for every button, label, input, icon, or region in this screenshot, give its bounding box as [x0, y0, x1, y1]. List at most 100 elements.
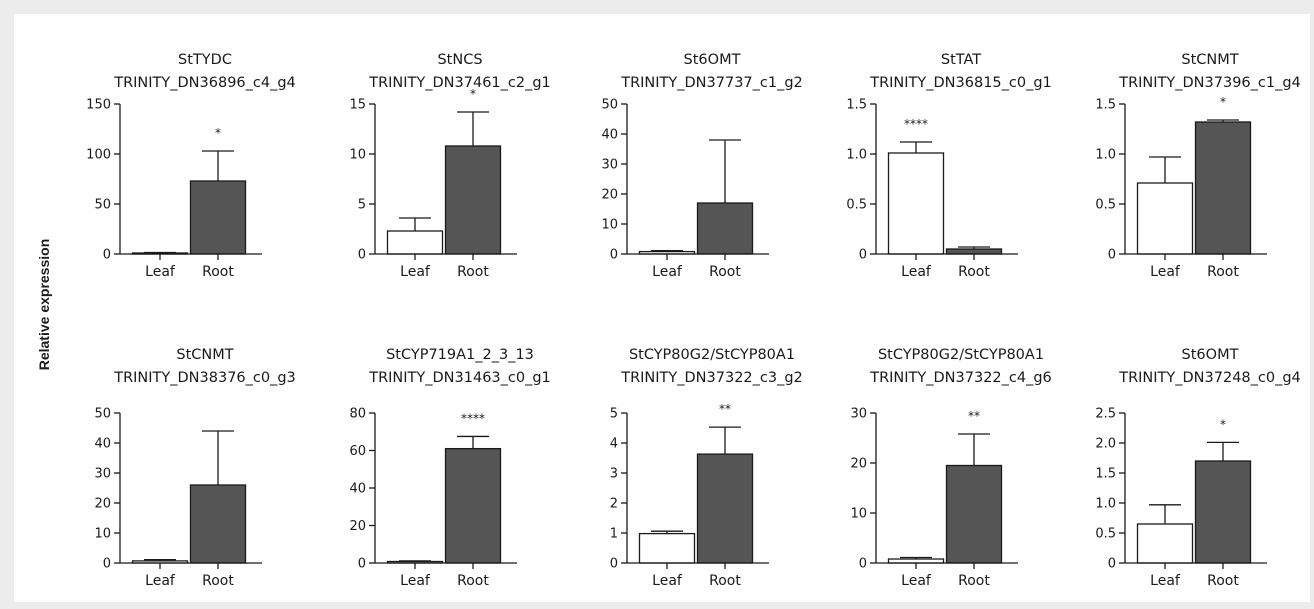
x-tick-label: Leaf [652, 573, 683, 589]
y-tick-label: 2.5 [1095, 407, 1116, 422]
y-tick-label: 20 [349, 519, 366, 534]
y-tick-label: 0.5 [846, 198, 867, 213]
x-tick-label: Root [1207, 264, 1239, 280]
chart-title: St6OMT [684, 52, 741, 68]
significance-label: **** [461, 411, 485, 425]
chart-subtitle: TRINITY_DN37322_c3_g2 [620, 370, 803, 386]
chart-subtitle: TRINITY_DN37461_c2_g1 [368, 75, 551, 91]
y-tick-label: 2.0 [1095, 437, 1116, 452]
y-tick-label: 50 [94, 198, 111, 213]
x-tick-label: Leaf [145, 264, 176, 280]
y-tick-label: 0 [859, 557, 867, 572]
y-tick-label: 20 [850, 457, 867, 472]
bar-root [696, 453, 754, 564]
chart-6: StCNMT TRINITY_DN38376_c0_g3 0 10 20 30 40 50 Le… [94, 347, 295, 589]
y-tick-label: 0 [610, 248, 618, 263]
y-tick-label: 0 [358, 557, 366, 572]
y-tick-label: 20 [601, 188, 618, 203]
bar-root [945, 464, 1003, 564]
significance-label: * [1220, 417, 1226, 431]
y-tick-label: 0 [1108, 248, 1116, 263]
bar-leaf [638, 532, 696, 564]
x-tick-label: Leaf [400, 264, 431, 280]
bar-root [945, 248, 1003, 255]
y-tick-label: 2 [610, 497, 618, 512]
y-tick-label: 15 [349, 98, 366, 113]
y-tick-label: 10 [850, 507, 867, 522]
y-tick-label: 1.0 [1095, 497, 1116, 512]
y-tick-label: 30 [601, 158, 618, 173]
y-tick-label: 1.5 [1095, 98, 1116, 113]
y-tick-label: 0 [1108, 557, 1116, 572]
y-tick-label: 50 [601, 98, 618, 113]
x-tick-label: Leaf [400, 573, 431, 589]
y-tick-label: 40 [349, 482, 366, 497]
y-tick-label: 0 [358, 248, 366, 263]
x-tick-label: Root [709, 573, 741, 589]
chart-8: StCYP80G2/StCYP80A1 TRINITY_DN37322_c3_g2… [610, 347, 803, 589]
chart-subtitle: TRINITY_DN36896_c4_g4 [113, 75, 296, 91]
y-tick-label: 50 [94, 407, 111, 422]
chart-title: StCNMT [1181, 52, 1238, 68]
chart-subtitle: TRINITY_DN38376_c0_g3 [113, 370, 296, 386]
significance-label: ** [719, 402, 731, 416]
chart-9: StCYP80G2/StCYP80A1 TRINITY_DN37322_c4_g6… [850, 347, 1051, 589]
x-tick-label: Leaf [901, 573, 932, 589]
bar-root [444, 447, 502, 564]
significance-label: * [470, 87, 476, 101]
chart-title: StCYP80G2/StCYP80A1 [878, 347, 1044, 363]
chart-10: St6OMT TRINITY_DN37248_c0_g4 0 0.5 1.0 1.5 2.0… [1095, 347, 1300, 589]
y-tick-label: 0 [103, 557, 111, 572]
chart-title: StTAT [941, 52, 981, 68]
y-tick-label: 40 [601, 128, 618, 143]
chart-1: StTYDC TRINITY_DN36896_c4_g4 0 50 100 150 Leaf… [86, 52, 296, 280]
chart-subtitle: TRINITY_DN31463_c0_g1 [368, 370, 551, 386]
y-tick-label: 0 [859, 248, 867, 263]
chart-4: StTAT TRINITY_DN36815_c0_g1 0 0.5 1.0 1.5 Leaf… [846, 52, 1051, 280]
x-tick-label: Leaf [145, 573, 176, 589]
x-tick-label: Root [457, 573, 489, 589]
bar-leaf [887, 152, 945, 255]
bar-leaf [1136, 182, 1194, 255]
chart-title: StCYP80G2/StCYP80A1 [629, 347, 795, 363]
chart-title: StNCS [437, 52, 482, 68]
significance-label: ** [968, 409, 980, 423]
bar-root [189, 180, 247, 255]
y-tick-label: 10 [601, 218, 618, 233]
chart-subtitle: TRINITY_DN37396_c1_g4 [1118, 75, 1301, 91]
chart-5: StCNMT TRINITY_DN37396_c1_g4 0 0.5 1.0 1.5 Lea… [1095, 52, 1300, 280]
x-tick-label: Root [709, 264, 741, 280]
chart-3: St6OMT TRINITY_DN37737_c1_g2 0 10 20 30 40 50 Le… [601, 52, 802, 280]
significance-label: * [215, 126, 221, 140]
chart-title: StCYP719A1_2_3_13 [386, 347, 534, 363]
chart-7: StCYP719A1_2_3_13 TRINITY_DN31463_c0_g1 0 2… [349, 347, 550, 589]
bar-root [189, 484, 247, 564]
x-tick-label: Leaf [1150, 264, 1181, 280]
x-tick-label: Root [1207, 573, 1239, 589]
y-tick-label: 5 [358, 198, 366, 213]
x-tick-label: Leaf [1150, 573, 1181, 589]
x-tick-label: Leaf [652, 264, 683, 280]
y-tick-label: 1.5 [846, 98, 867, 113]
chart-subtitle: TRINITY_DN37322_c4_g6 [869, 370, 1052, 386]
chart-title: St6OMT [1182, 347, 1239, 363]
y-tick-label: 60 [349, 444, 366, 459]
y-tick-label: 40 [94, 437, 111, 452]
bar-root [696, 202, 754, 255]
bar-leaf [386, 230, 444, 255]
y-tick-label: 1.0 [1095, 148, 1116, 163]
y-tick-label: 1.5 [1095, 467, 1116, 482]
x-tick-label: Leaf [901, 264, 932, 280]
y-tick-label: 1.0 [846, 148, 867, 163]
y-tick-label: 10 [94, 527, 111, 542]
y-tick-label: 0.5 [1095, 527, 1116, 542]
y-tick-label: 3 [610, 467, 618, 482]
y-tick-label: 0 [610, 557, 618, 572]
chart-title: StTYDC [178, 52, 232, 68]
x-tick-label: Root [958, 264, 990, 280]
y-tick-label: 1 [610, 527, 618, 542]
y-tick-label: 80 [349, 407, 366, 422]
y-tick-label: 0.5 [1095, 198, 1116, 213]
bar-root [1194, 121, 1252, 255]
